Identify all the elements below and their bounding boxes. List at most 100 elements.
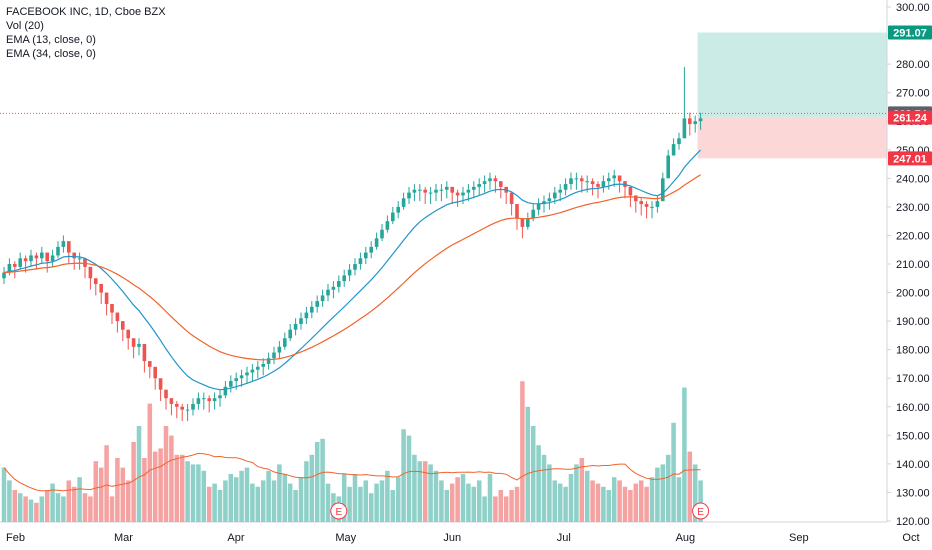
legend-title[interactable]: FACEBOOK INC, 1D, Cboe BZX [6, 6, 166, 18]
candle-body [407, 192, 411, 199]
time-tick-label: May [335, 532, 356, 544]
volume-bar [271, 480, 277, 522]
candle-body [342, 275, 346, 282]
candle-body [283, 338, 287, 347]
volume-bar [525, 406, 531, 522]
candle-body [310, 306, 314, 313]
candle-body [644, 204, 649, 207]
candle-body [563, 184, 568, 190]
candle-body [331, 286, 336, 290]
candle-body [493, 178, 498, 182]
candle-body [45, 252, 49, 262]
candle-body [661, 178, 665, 202]
candle-body [515, 204, 519, 219]
candle-body [293, 323, 298, 330]
candle-body [585, 181, 589, 183]
candle-body [385, 221, 390, 230]
volume-bar [115, 458, 120, 522]
volume-bar [314, 442, 320, 522]
candle-body [364, 252, 368, 259]
price-tick-label: 120.00 [896, 516, 930, 528]
volume-bar [185, 461, 190, 522]
candle-body [439, 189, 444, 191]
volume-bar [655, 467, 660, 522]
time-tick-label: Oct [902, 532, 919, 544]
price-tick-label: 180.00 [896, 345, 930, 357]
candle-body [29, 255, 33, 262]
volume-bar [152, 451, 158, 522]
volume-bar [266, 470, 271, 522]
candle-body [142, 343, 147, 362]
volume-bar [347, 486, 352, 522]
volume-bar [61, 496, 66, 522]
volume-bar [55, 493, 61, 522]
candle-body [391, 212, 395, 222]
volume-bar [503, 496, 509, 522]
volume-bar [665, 454, 671, 522]
candle-body [596, 184, 600, 187]
time-axis[interactable]: Feb Mar Apr May Jun Jul Aug Sep Oct [6, 532, 920, 544]
volume-bar [169, 435, 174, 522]
price-tick-label: 230.00 [896, 202, 930, 214]
volume-bar [304, 461, 309, 522]
volume-bar [466, 483, 471, 522]
candle-body [326, 289, 330, 296]
candle-body [94, 278, 98, 284]
time-tick-label: Feb [6, 532, 25, 544]
volume-bar [217, 490, 223, 522]
candle-body [88, 266, 93, 279]
volume-bar [136, 426, 142, 522]
volume-bar [352, 474, 358, 522]
volume-bar [676, 477, 682, 522]
volume-bar [660, 464, 666, 522]
volume-bar [287, 483, 293, 522]
candle-body [358, 258, 363, 264]
candle-body [104, 292, 109, 304]
candle-body [682, 118, 687, 139]
volume-bar [428, 464, 433, 522]
volume-bar [379, 480, 385, 522]
candle-body [77, 258, 82, 260]
candle-body [542, 201, 546, 205]
candle-body [569, 178, 573, 185]
volume-bar [611, 477, 617, 522]
volume-bar [520, 381, 525, 522]
candle-body [666, 155, 670, 179]
volume-bar [120, 467, 126, 522]
volume-bar [574, 464, 579, 522]
volume-bar [687, 451, 693, 522]
earnings-marker [330, 502, 348, 520]
candle-body [526, 218, 530, 227]
candle-body [418, 189, 422, 191]
volume-bar [455, 477, 460, 522]
volume-bar [250, 483, 255, 522]
candle-body [207, 398, 211, 402]
price-axis[interactable]: 300.00290.00280.00270.00260.00250.00240.… [887, 2, 930, 528]
volume-bar [179, 454, 185, 522]
legend-ema-slow[interactable]: EMA (34, close, 0) [6, 48, 96, 60]
volume-bar [374, 483, 379, 522]
legend-volume[interactable]: Vol (20) [6, 20, 44, 32]
candle-body [639, 201, 643, 205]
candle-body [380, 229, 384, 239]
candle-body [212, 398, 217, 402]
candle-body [412, 189, 417, 193]
candle-body [180, 406, 184, 410]
price-tick-label: 240.00 [896, 173, 930, 185]
price-tick-label: 210.00 [896, 259, 930, 271]
volume-bar [671, 422, 676, 522]
candle-body [148, 361, 152, 367]
legend-ema-fast[interactable]: EMA (13, close, 0) [6, 34, 96, 46]
candle-body [434, 189, 438, 193]
volume-bar [23, 496, 28, 522]
volume-bar [547, 464, 552, 522]
volume-bar [34, 502, 39, 522]
candle-body [482, 181, 487, 185]
time-tick-label: Jun [443, 532, 461, 544]
volume-bar [606, 490, 612, 522]
candle-body [34, 255, 39, 259]
candle-body [256, 366, 260, 370]
volume-bar [363, 480, 369, 522]
price-tick-label: 200.00 [896, 288, 930, 300]
